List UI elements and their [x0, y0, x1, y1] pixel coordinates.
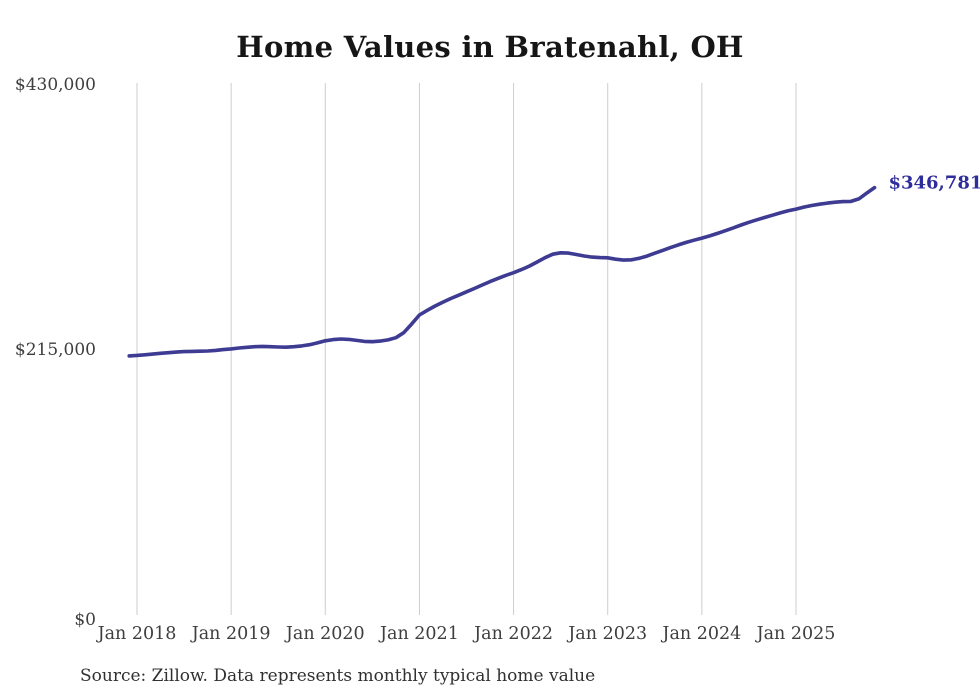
x-axis-tick-label: Jan 2021	[380, 624, 459, 644]
y-axis-tick-label: $430,000	[14, 75, 96, 95]
source-note: Source: Zillow. Data represents monthly …	[80, 666, 596, 686]
end-value-label: $346,781	[888, 172, 980, 194]
y-axis-tick-label: $0	[74, 610, 96, 630]
x-axis-tick-label: Jan 2025	[756, 624, 836, 644]
home-value-line	[127, 185, 877, 358]
x-axis-tick-label: Jan 2022	[474, 624, 553, 644]
y-axis-tick-label: $215,000	[14, 340, 96, 360]
x-axis-tick-label: Jan 2024	[662, 624, 742, 644]
x-axis-tick-label: Jan 2023	[568, 624, 648, 644]
x-axis-tick-label: Jan 2018	[97, 624, 177, 644]
x-axis-tick-label: Jan 2019	[191, 624, 271, 644]
x-axis-tick-label: Jan 2020	[285, 624, 365, 644]
page-title: Home Values in Bratenahl, OH	[236, 30, 744, 64]
